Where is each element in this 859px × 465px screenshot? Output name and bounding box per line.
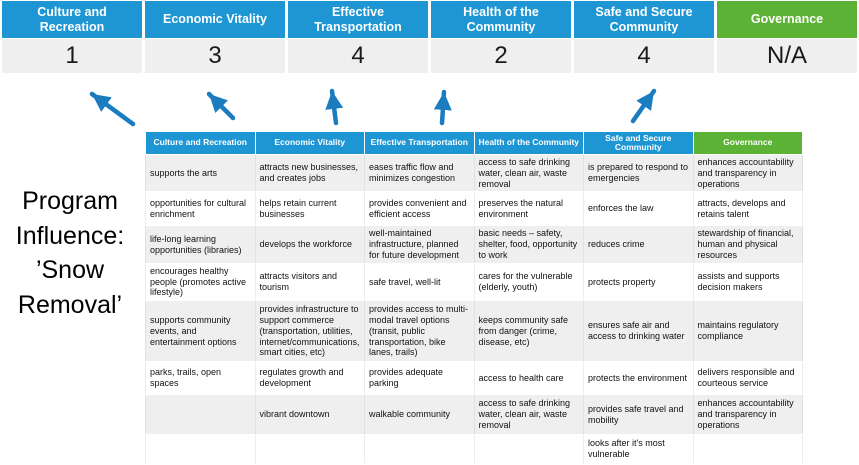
priority-header-row: Culture and Recreation Economic Vitality…	[2, 1, 857, 38]
matrix-cell	[692, 434, 803, 465]
up-arrow-icon	[89, 91, 136, 127]
program-influence-label: Program Influence: ’Snow Removal’	[15, 187, 125, 319]
priority-score-transportation: 4	[288, 39, 428, 73]
matrix-cell: protects the environment	[583, 361, 694, 396]
matrix-header-safety: Safe and Secure Community	[583, 131, 694, 155]
priority-header-governance: Governance	[717, 1, 857, 38]
matrix-cell: cares for the vulnerable (elderly, youth…	[473, 262, 584, 302]
matrix-header-culture: Culture and Recreation	[145, 131, 256, 155]
matrix-cell: is prepared to respond to emergencies	[583, 153, 694, 193]
matrix-cell: provides access to multi-modal travel op…	[364, 300, 475, 363]
table-row: parks, trails, open spaces regulates gro…	[145, 361, 803, 396]
priority-score-economic: 3	[145, 39, 285, 73]
matrix-cell	[364, 434, 475, 465]
program-influence-matrix: Culture and Recreation Economic Vitality…	[145, 131, 803, 465]
priority-score-culture: 1	[2, 39, 142, 73]
up-arrow-icon	[433, 89, 452, 126]
table-row: supports community events, and entertain…	[145, 300, 803, 363]
matrix-header-row: Culture and Recreation Economic Vitality…	[145, 131, 803, 155]
matrix-cell: preserves the natural environment	[473, 191, 584, 227]
priority-score-safety: 4	[574, 39, 714, 73]
matrix-cell: walkable community	[364, 394, 475, 436]
matrix-cell: basic needs – safety, shelter, food, opp…	[473, 225, 584, 264]
table-row: supports the arts attracts new businesse…	[145, 153, 803, 193]
matrix-cell: well-maintained infrastructure, planned …	[364, 225, 475, 264]
matrix-header-health: Health of the Community	[473, 131, 584, 155]
table-row: opportunities for cultural enrichment he…	[145, 191, 803, 227]
matrix-cell: access to safe drinking water, clean air…	[473, 394, 584, 436]
matrix-cell	[473, 434, 584, 465]
matrix-cell: encourages healthy people (promotes acti…	[145, 262, 256, 302]
priority-header-safety: Safe and Secure Community	[574, 1, 714, 38]
matrix-cell: provides safe travel and mobility	[583, 394, 694, 436]
matrix-cell: provides adequate parking	[364, 361, 475, 396]
matrix-cell: supports community events, and entertain…	[145, 300, 256, 363]
matrix-cell: regulates growth and development	[254, 361, 365, 396]
matrix-cell: stewardship of financial, human and phys…	[692, 225, 803, 264]
matrix-cell: reduces crime	[583, 225, 694, 264]
matrix-cell: develops the workforce	[254, 225, 365, 264]
matrix-header-transportation: Effective Transportation	[364, 131, 475, 155]
priority-score-row: 1 3 4 2 4 N/A	[2, 38, 857, 73]
matrix-header-governance: Governance	[692, 131, 803, 155]
matrix-cell: looks after it's most vulnerable	[583, 434, 694, 465]
matrix-cell: keeps community safe from danger (crime,…	[473, 300, 584, 363]
matrix-cell: maintains regulatory compliance	[692, 300, 803, 363]
matrix-cell: safe travel, well-lit	[364, 262, 475, 302]
scoreboard: Culture and Recreation Economic Vitality…	[2, 1, 857, 73]
up-arrow-icon	[206, 91, 236, 121]
matrix-cell: opportunities for cultural enrichment	[145, 191, 256, 227]
matrix-cell: eases traffic flow and minimizes congest…	[364, 153, 475, 193]
matrix-cell	[145, 434, 256, 465]
matrix-cell: access to health care	[473, 361, 584, 396]
matrix-cell: attracts, develops and retains talent	[692, 191, 803, 227]
matrix-cell: access to safe drinking water, clean air…	[473, 153, 584, 193]
matrix-cell: provides convenient and efficient access	[364, 191, 475, 227]
priority-header-health: Health of the Community	[431, 1, 571, 38]
matrix-cell: attracts visitors and tourism	[254, 262, 365, 302]
priority-header-culture: Culture and Recreation	[2, 1, 142, 38]
table-row: vibrant downtown walkable community acce…	[145, 394, 803, 436]
matrix-header-economic: Economic Vitality	[254, 131, 365, 155]
priority-header-transportation: Effective Transportation	[288, 1, 428, 38]
matrix-cell: ensures safe air and access to drinking …	[583, 300, 694, 363]
matrix-cell: life-long learning opportunities (librar…	[145, 225, 256, 264]
matrix-cell: delivers responsible and courteous servi…	[692, 361, 803, 396]
matrix-cell: assists and supports decision makers	[692, 262, 803, 302]
matrix-cell: vibrant downtown	[254, 394, 365, 436]
table-row: life-long learning opportunities (librar…	[145, 225, 803, 264]
table-row: looks after it's most vulnerable	[145, 434, 803, 465]
priority-header-economic: Economic Vitality	[145, 1, 285, 38]
matrix-cell: helps retain current businesses	[254, 191, 365, 227]
priority-score-governance: N/A	[717, 39, 857, 73]
matrix-cell: supports the arts	[145, 153, 256, 193]
table-row: encourages healthy people (promotes acti…	[145, 262, 803, 302]
matrix-cell: enhances accountability and transparency…	[692, 394, 803, 436]
matrix-cell: enhances accountability and transparency…	[692, 153, 803, 193]
matrix-cell: protects property	[583, 262, 694, 302]
matrix-cell: provides infrastructure to support comme…	[254, 300, 365, 363]
matrix-cell	[254, 434, 365, 465]
up-arrow-icon	[325, 88, 344, 126]
up-arrow-icon	[630, 88, 657, 124]
matrix-cell: attracts new businesses, and creates job…	[254, 153, 365, 193]
priority-score-health: 2	[431, 39, 571, 73]
matrix-cell	[145, 394, 256, 436]
matrix-cell: parks, trails, open spaces	[145, 361, 256, 396]
matrix-cell: enforces the law	[583, 191, 694, 227]
